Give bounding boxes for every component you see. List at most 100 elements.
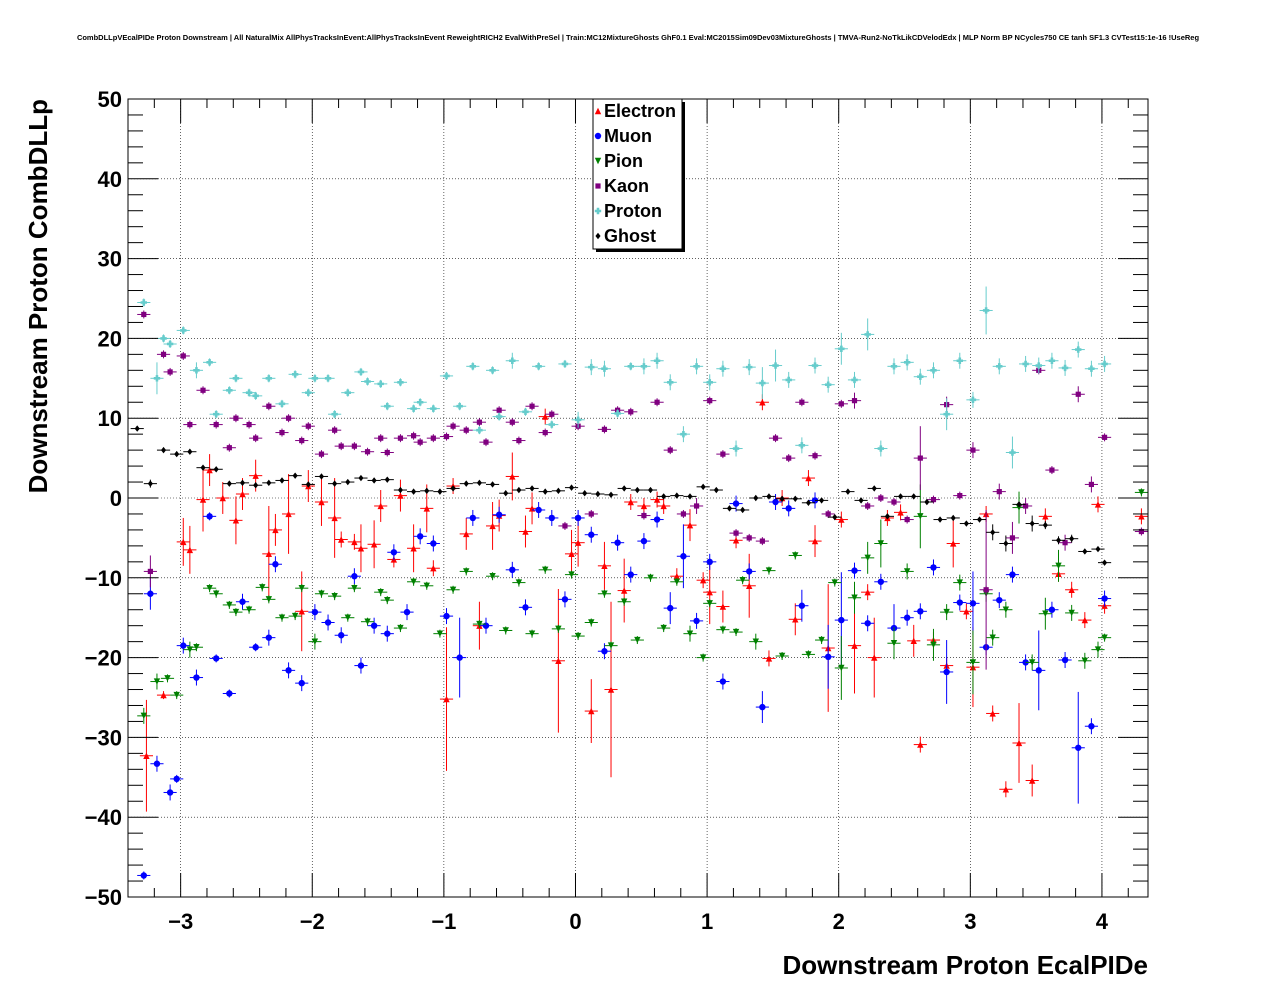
data-point [1082, 548, 1088, 555]
data-point [798, 442, 806, 449]
x-tick-label: 1 [701, 909, 713, 934]
data-point [206, 466, 213, 474]
data-point [311, 608, 319, 616]
data-point [232, 517, 240, 524]
data-point [877, 540, 885, 547]
data-point [318, 498, 325, 506]
data-point [719, 626, 727, 633]
data-point [299, 437, 305, 444]
data-point [377, 502, 384, 510]
data-point [568, 571, 575, 578]
data-point [430, 405, 437, 412]
data-point [186, 646, 194, 653]
data-point [1028, 777, 1036, 784]
data-point [634, 636, 641, 644]
data-point [1028, 659, 1036, 666]
data-point [265, 596, 273, 603]
data-point [344, 389, 351, 396]
x-tick-label: 4 [1096, 909, 1109, 934]
data-point [693, 363, 700, 370]
data-point [390, 549, 398, 556]
data-point [437, 488, 443, 495]
data-point [509, 473, 516, 480]
data-point [305, 481, 311, 488]
y-tick-label: 0 [110, 486, 122, 511]
y-tick-label: 30 [98, 247, 122, 272]
data-point [239, 598, 246, 605]
data-point [818, 636, 825, 644]
data-point [561, 596, 569, 603]
data-point [890, 363, 898, 370]
data-point [153, 375, 161, 382]
data-point [338, 632, 345, 639]
y-tick-label: 50 [98, 87, 122, 112]
data-point [621, 485, 627, 492]
data-point [969, 396, 977, 404]
data-point [1055, 562, 1062, 570]
data-point [1138, 489, 1145, 496]
data-point [1009, 535, 1016, 541]
data-point [653, 496, 661, 503]
data-point [298, 584, 305, 592]
data-point [529, 485, 535, 492]
data-point [153, 760, 161, 767]
data-point [706, 558, 713, 566]
data-point [134, 425, 140, 432]
data-point [496, 407, 502, 413]
data-point [252, 392, 259, 400]
data-point [516, 486, 522, 494]
data-point [357, 545, 365, 552]
data-point [206, 513, 213, 520]
legend-marker [595, 232, 601, 240]
data-point [416, 399, 424, 406]
data-point [838, 516, 845, 523]
data-point [693, 617, 700, 625]
data-point [851, 398, 858, 404]
data-point [371, 477, 377, 484]
data-point [903, 614, 911, 621]
data-point [332, 427, 338, 433]
data-point [206, 584, 213, 592]
data-point [699, 576, 707, 584]
data-point [1102, 559, 1108, 566]
data-point [542, 429, 548, 436]
data-point [364, 378, 371, 385]
data-point [331, 514, 338, 522]
data-point [173, 775, 180, 783]
data-point [1009, 449, 1016, 456]
data-point [588, 511, 594, 517]
data-point [1015, 739, 1023, 747]
data-point [654, 399, 660, 405]
data-point [719, 678, 727, 685]
data-point [911, 493, 917, 500]
data-point [601, 590, 608, 597]
data-point [410, 578, 417, 585]
y-tick-label: 20 [98, 326, 122, 351]
legend-label: Electron [604, 101, 676, 121]
data-point [917, 455, 923, 461]
data-point [384, 476, 390, 483]
data-point [824, 381, 832, 388]
data-point [785, 505, 792, 512]
data-point [785, 376, 792, 384]
data-point [1061, 656, 1069, 664]
data-point [851, 376, 858, 384]
data-point [647, 574, 654, 581]
data-point [279, 429, 285, 436]
data-point [996, 363, 1003, 370]
data-point [574, 514, 582, 522]
data-point [410, 545, 417, 552]
data-point [199, 496, 207, 503]
data-point [278, 614, 286, 621]
data-point [667, 379, 674, 386]
y-tick-label: −50 [85, 885, 122, 910]
data-point [858, 497, 864, 504]
data-point [200, 387, 206, 393]
x-tick-label: −2 [300, 909, 325, 934]
data-point [489, 573, 496, 580]
data-point [495, 511, 503, 518]
y-tick-label: −20 [85, 646, 122, 671]
data-point [384, 403, 391, 410]
data-point [824, 653, 832, 661]
